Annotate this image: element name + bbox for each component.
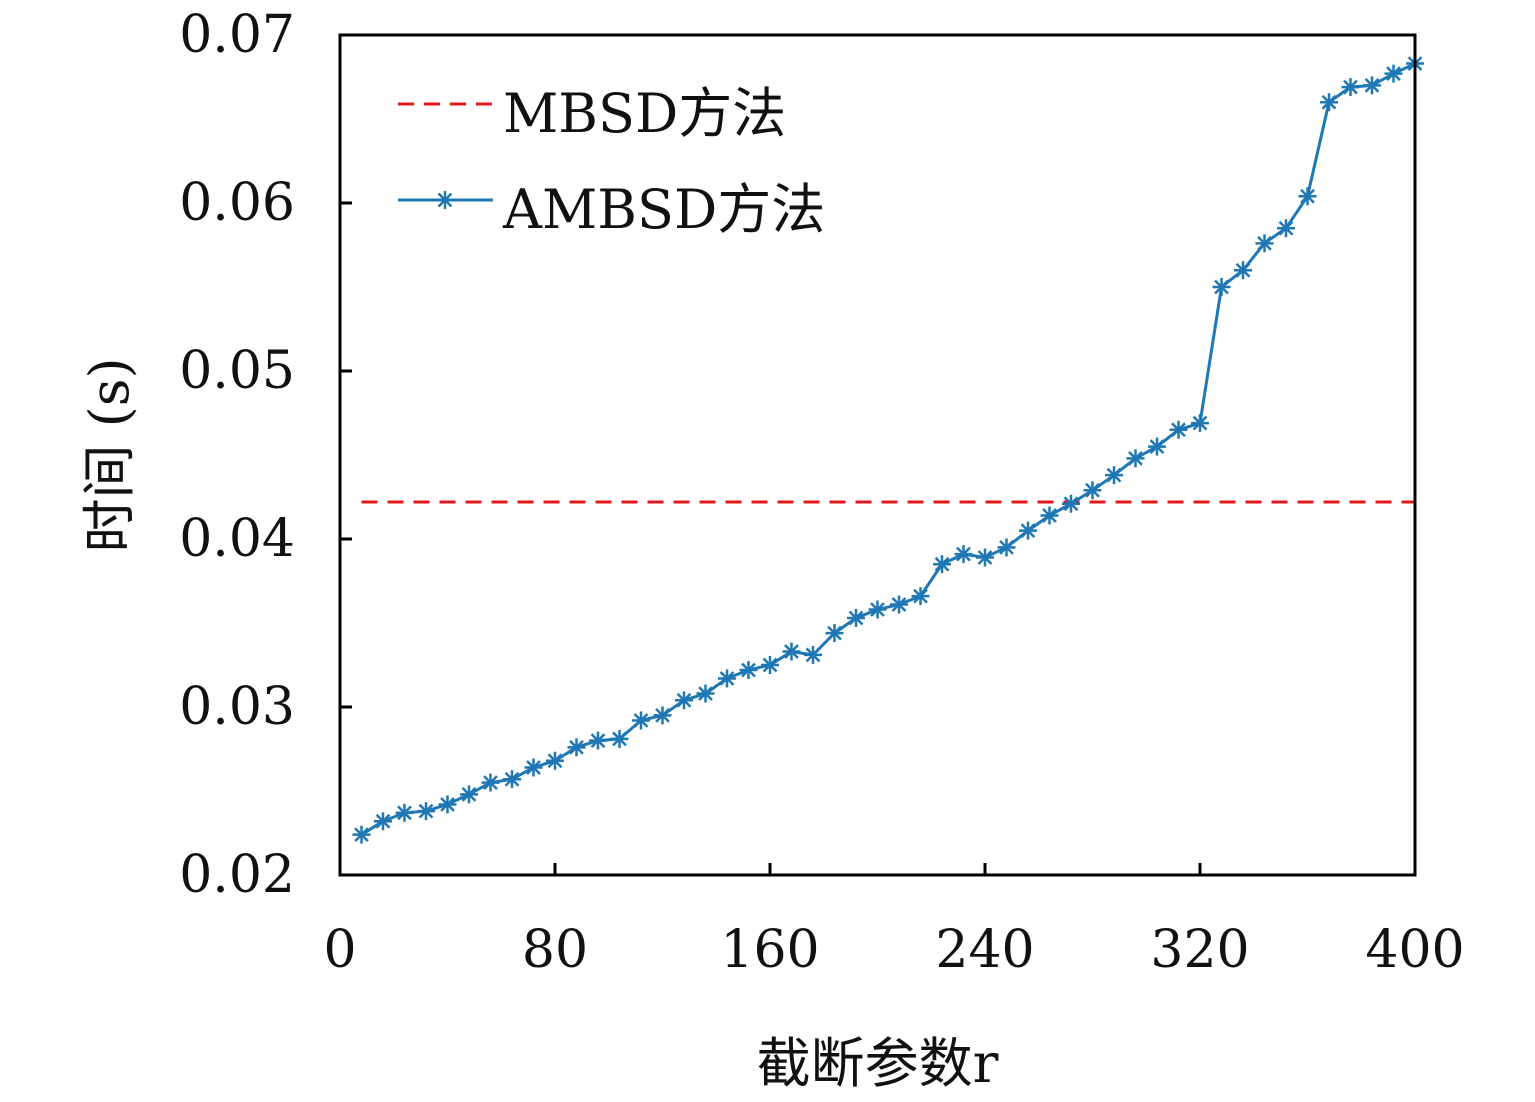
data-point <box>804 645 822 664</box>
x-tick-label: 400 <box>1365 920 1464 980</box>
data-point <box>503 770 521 789</box>
data-point <box>847 608 865 627</box>
data-point <box>739 661 758 680</box>
data-point <box>954 545 973 564</box>
data-point <box>696 684 715 703</box>
data-point <box>1191 414 1209 433</box>
data-point <box>589 731 607 750</box>
legend-label-ambsd: AMBSD方法 <box>502 178 825 241</box>
y-tick-label: 0.02 <box>179 845 295 905</box>
data-point <box>1019 521 1037 540</box>
x-axis-ticks: 0 80 160 240 320 400 <box>323 863 1465 980</box>
data-point <box>1169 420 1188 439</box>
data-point <box>1105 466 1123 485</box>
y-tick-label: 0.07 <box>179 5 295 65</box>
x-tick-label: 320 <box>1150 920 1249 980</box>
x-tick-label: 0 <box>323 920 356 980</box>
data-point <box>761 656 779 674</box>
legend-asterisk <box>436 191 454 209</box>
data-point <box>1363 76 1381 95</box>
data-point <box>933 555 951 574</box>
data-point <box>1212 278 1231 296</box>
data-point <box>524 758 543 777</box>
data-point <box>976 548 994 567</box>
data-point <box>1384 64 1403 83</box>
legend-label-mbsd: MBSD方法 <box>503 82 786 145</box>
data-point <box>352 825 371 844</box>
data-point <box>632 711 650 730</box>
data-point <box>1255 234 1274 253</box>
y-tick-label: 0.03 <box>179 677 295 737</box>
data-point <box>1148 437 1166 456</box>
y-tick-label: 0.06 <box>179 173 295 233</box>
data-point <box>1126 449 1145 468</box>
data-point <box>395 803 414 822</box>
y-axis-ticks: 0.02 0.03 0.04 0.05 0.06 0.07 <box>179 5 352 905</box>
data-point <box>718 669 736 688</box>
data-point <box>868 600 887 619</box>
plot-area-frame <box>338 33 1417 877</box>
y-axis-title: 时间 (s) <box>78 357 141 552</box>
data-point <box>997 538 1016 557</box>
data-point <box>438 795 457 814</box>
y-tick-label: 0.05 <box>179 341 295 401</box>
data-point <box>1040 506 1059 525</box>
data-point <box>460 785 478 804</box>
data-point <box>610 729 629 748</box>
data-point <box>653 706 672 725</box>
data-point <box>890 595 908 614</box>
y-tick-label: 0.04 <box>179 509 295 569</box>
x-tick-label: 240 <box>935 920 1034 980</box>
data-point <box>1083 481 1102 500</box>
series-layer <box>352 54 1424 844</box>
x-tick-label: 160 <box>720 920 819 980</box>
x-axis-title: 截断参数r <box>757 1032 999 1095</box>
legend-marker-ambsd <box>436 191 454 209</box>
data-point <box>374 812 392 831</box>
data-point <box>1277 219 1295 238</box>
data-point <box>1234 261 1252 280</box>
data-point <box>1320 93 1338 112</box>
data-point <box>1298 187 1317 206</box>
data-point <box>481 773 500 792</box>
data-point <box>825 624 844 643</box>
data-point <box>1341 78 1360 97</box>
data-point <box>567 738 586 757</box>
data-point <box>417 802 435 821</box>
data-point <box>1062 494 1080 513</box>
data-point <box>911 587 930 606</box>
legend: MBSD方法 AMBSD方法 <box>398 82 825 241</box>
data-point <box>782 642 801 661</box>
x-tick-label: 80 <box>522 920 588 980</box>
data-point <box>546 751 564 770</box>
data-point <box>675 691 693 710</box>
